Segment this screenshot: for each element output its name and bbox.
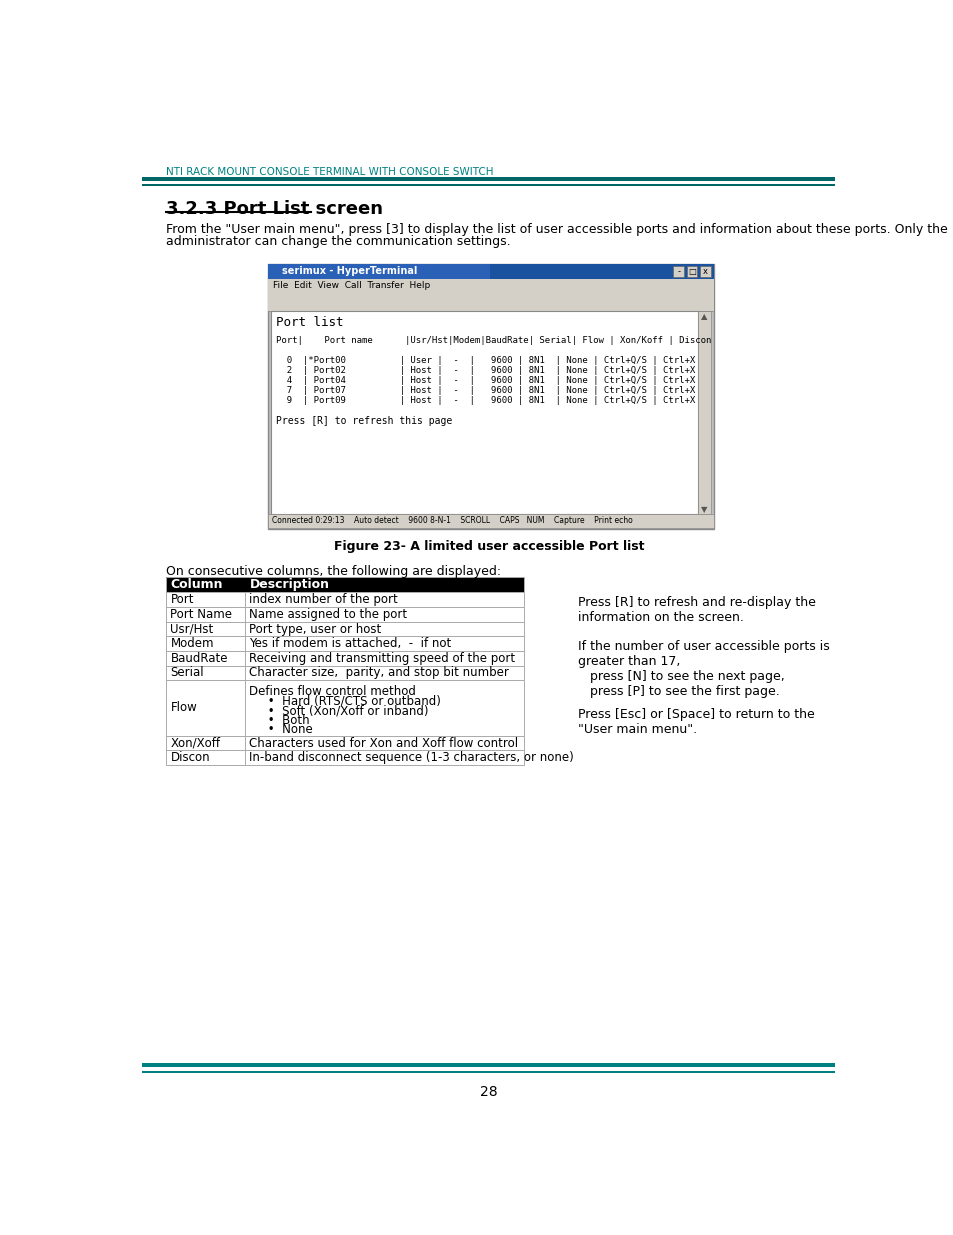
Text: Character size,  parity, and stop bit number: Character size, parity, and stop bit num… [249,667,509,679]
Bar [142,184,835,186]
Text: If the number of user accessible ports is
greater than 17,
   press [N] to see t: If the number of user accessible ports i… [578,640,829,698]
Bar [166,593,523,608]
Text: Column: Column [171,578,223,592]
Text: Serial: Serial [171,667,204,679]
Text: NTI RACK MOUNT CONSOLE TERMINAL WITH CONSOLE SWITCH: NTI RACK MOUNT CONSOLE TERMINAL WITH CON… [166,168,493,178]
Bar [166,577,523,593]
Bar [166,621,523,636]
Bar [698,311,710,514]
Text: Yes if modem is attached,  -  if not: Yes if modem is attached, - if not [249,637,451,650]
Text: Port: Port [171,593,193,606]
Bar [166,608,523,621]
Text: Usr/Hst: Usr/Hst [171,622,213,636]
Bar [268,291,713,311]
Bar [268,264,490,279]
Text: Connected 0:29:13    Auto detect    9600 8-N-1    SCROLL    CAPS   NUM    Captur: Connected 0:29:13 Auto detect 9600 8-N-1… [272,516,632,525]
Bar [142,1063,835,1067]
Text: index number of the port: index number of the port [249,593,397,606]
Text: Flow: Flow [171,701,197,715]
Text: -: - [677,267,679,275]
Bar [166,651,523,666]
Bar [268,279,713,291]
Text: •  Hard (RTS/CTS or outband): • Hard (RTS/CTS or outband) [249,694,441,708]
Text: 7  | Port07          | Host |  -  |   9600 | 8N1  | None | Ctrl+Q/S | Ctrl+X: 7 | Port07 | Host | - | 9600 | 8N1 | Non… [275,387,695,395]
Text: In-band disconnect sequence (1-3 characters, or none): In-band disconnect sequence (1-3 charact… [249,751,574,764]
Text: 0  |*Port00          | User |  -  |   9600 | 8N1  | None | Ctrl+Q/S | Ctrl+X: 0 |*Port00 | User | - | 9600 | 8N1 | Non… [275,356,695,366]
Text: 9  | Port09          | Host |  -  |   9600 | 8N1  | None | Ctrl+Q/S | Ctrl+X: 9 | Port09 | Host | - | 9600 | 8N1 | Non… [275,396,695,405]
Text: •  Soft (Xon/Xoff or inband): • Soft (Xon/Xoff or inband) [249,704,429,718]
Bar [142,1071,835,1073]
Text: Receiving and transmitting speed of the port: Receiving and transmitting speed of the … [249,652,515,664]
Text: Port type, user or host: Port type, user or host [249,622,381,636]
Text: 28: 28 [479,1086,497,1099]
Text: •  Both: • Both [249,714,310,726]
Text: Xon/Xoff: Xon/Xoff [171,736,220,750]
Text: From the "User main menu", press [3] to display the list of user accessible port: From the "User main menu", press [3] to … [166,222,946,236]
Bar [271,311,698,514]
Bar [268,264,713,279]
Text: ▼: ▼ [700,505,707,514]
Text: Press [R] to refresh and re-display the
information on the screen.: Press [R] to refresh and re-display the … [578,595,815,624]
Text: Characters used for Xon and Xoff flow control: Characters used for Xon and Xoff flow co… [249,736,518,750]
Text: serimux - HyperTerminal: serimux - HyperTerminal [282,267,416,277]
Text: BaudRate: BaudRate [171,652,228,664]
Text: On consecutive columns, the following are displayed:: On consecutive columns, the following ar… [166,564,500,578]
Text: Modem: Modem [171,637,213,650]
Bar [673,266,683,277]
Text: 4  | Port04          | Host |  -  |   9600 | 8N1  | None | Ctrl+Q/S | Ctrl+X: 4 | Port04 | Host | - | 9600 | 8N1 | Non… [275,377,695,385]
Bar [699,266,710,277]
Bar [686,266,697,277]
Text: Name assigned to the port: Name assigned to the port [249,608,407,621]
Text: x: x [702,267,707,275]
Text: ▲: ▲ [700,311,707,321]
Bar [166,577,523,593]
Text: Port|    Port name      |Usr/Hst|Modem|BaudRate| Serial| Flow | Xon/Koff | Disco: Port| Port name |Usr/Hst|Modem|BaudRate|… [275,336,710,345]
Text: administrator can change the communication settings.: administrator can change the communicati… [166,235,510,248]
Text: Description: Description [249,578,329,592]
Bar [166,666,523,680]
Text: •  None: • None [249,724,313,736]
Text: Port list: Port list [275,316,343,329]
Text: Press [R] to refresh this page: Press [R] to refresh this page [275,416,452,426]
Text: Defines flow control method: Defines flow control method [249,685,416,698]
Text: 2  | Port02          | Host |  -  |   9600 | 8N1  | None | Ctrl+Q/S | Ctrl+X: 2 | Port02 | Host | - | 9600 | 8N1 | Non… [275,366,695,375]
Text: File  Edit  View  Call  Transfer  Help: File Edit View Call Transfer Help [273,280,430,290]
Bar [268,264,713,530]
Text: Figure 23- A limited user accessible Port list: Figure 23- A limited user accessible Por… [334,540,643,553]
Bar [166,680,523,736]
Bar [142,177,835,180]
Text: □: □ [687,267,695,275]
Bar [268,514,713,527]
Text: 3.2.3 Port List screen: 3.2.3 Port List screen [166,200,382,217]
Text: Discon: Discon [171,751,210,764]
Text: Port Name: Port Name [171,608,233,621]
Bar [166,751,523,764]
Text: Press [Esc] or [Space] to return to the
"User main menu".: Press [Esc] or [Space] to return to the … [578,708,814,736]
Bar [166,736,523,751]
Bar [166,636,523,651]
